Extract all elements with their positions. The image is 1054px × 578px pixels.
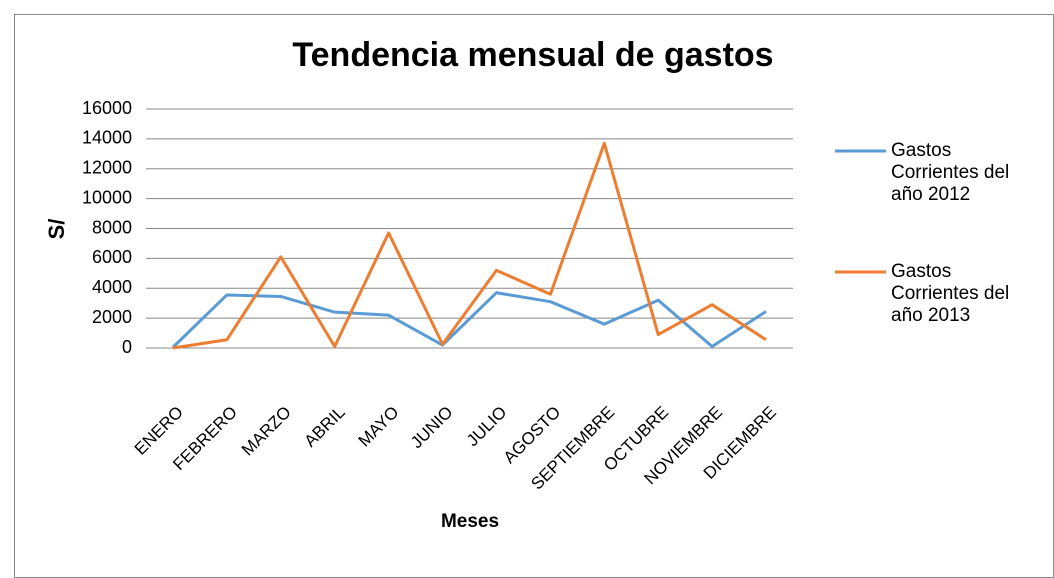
y-axis-label: S/ <box>44 219 69 240</box>
y-tick-label: 4000 <box>92 277 132 297</box>
y-tick-label: 8000 <box>92 217 132 237</box>
y-tick-label: 2000 <box>92 307 132 327</box>
series-line <box>171 291 767 349</box>
series-line <box>172 141 767 350</box>
y-tick-label: 6000 <box>92 247 132 267</box>
y-tick-label: 14000 <box>82 128 132 148</box>
y-tick-label: 16000 <box>82 98 132 118</box>
y-tick-label: 12000 <box>82 158 132 178</box>
x-axis-label: Meses <box>441 511 499 532</box>
chart-frame <box>14 14 1054 578</box>
chart-title: Tendencia mensual de gastos <box>292 36 773 74</box>
legend-label: Gastos Corrientes del año 2012 <box>891 140 1010 205</box>
legend-label: Gastos Corrientes del año 2013 <box>891 261 1010 326</box>
y-tick-label: 0 <box>122 337 132 357</box>
y-tick-label: 10000 <box>82 187 132 207</box>
